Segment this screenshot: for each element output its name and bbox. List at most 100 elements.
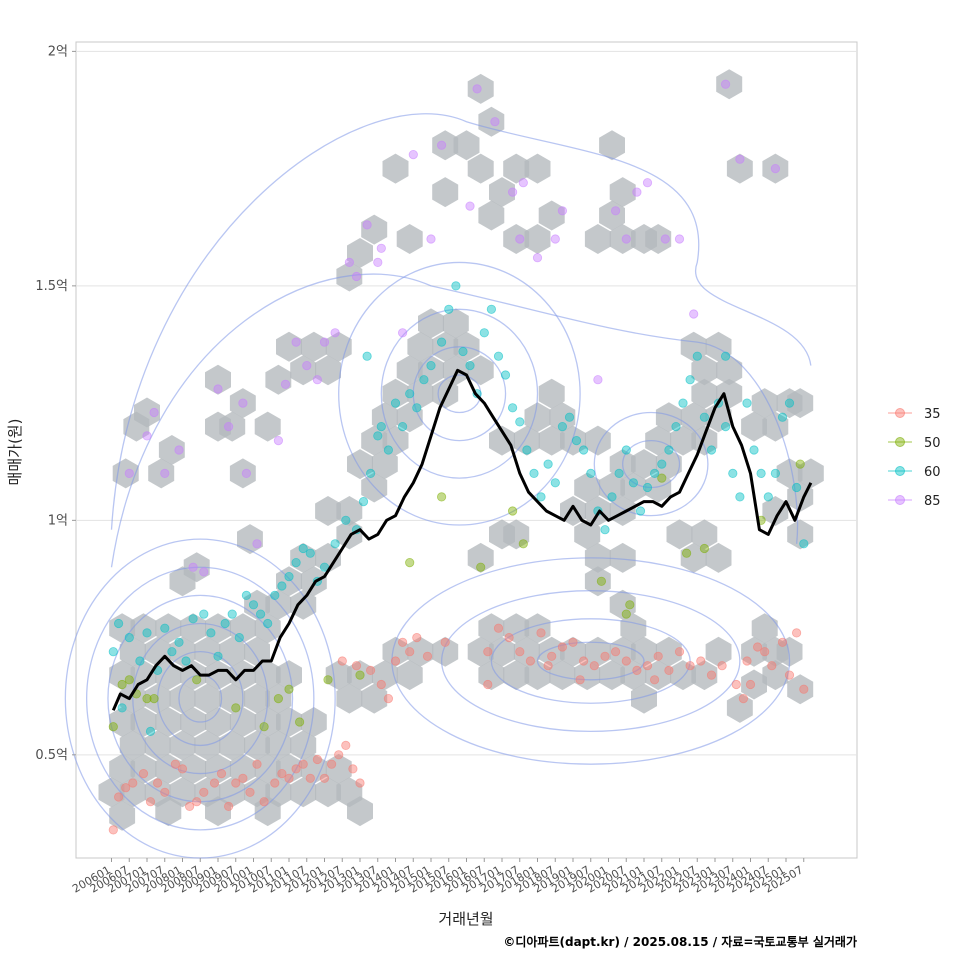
hex-bin bbox=[180, 613, 207, 644]
hex-bin bbox=[180, 707, 207, 737]
data-point-50 bbox=[142, 693, 152, 704]
hex-bin bbox=[205, 613, 231, 644]
hex-bin bbox=[130, 707, 157, 737]
hex-bin bbox=[467, 153, 494, 184]
hex-bin bbox=[645, 472, 672, 503]
data-point-60 bbox=[291, 557, 301, 568]
data-point-50 bbox=[323, 675, 333, 685]
gridlines bbox=[76, 50, 857, 756]
hex-bin bbox=[691, 378, 718, 409]
data-point-35 bbox=[238, 773, 248, 783]
data-point-35 bbox=[621, 656, 631, 666]
data-point-60 bbox=[500, 370, 511, 380]
data-point-60 bbox=[685, 375, 695, 385]
data-point-35 bbox=[575, 675, 585, 685]
hex-bin bbox=[290, 777, 317, 808]
data-point-35 bbox=[784, 670, 795, 680]
density-contour bbox=[156, 651, 244, 747]
data-point-35 bbox=[341, 740, 351, 751]
hex-bin bbox=[609, 177, 636, 208]
hex-bin bbox=[290, 589, 317, 620]
data-point-50 bbox=[699, 543, 710, 554]
data-point-35 bbox=[365, 665, 376, 676]
hex-bin bbox=[119, 730, 146, 761]
hex-bin bbox=[432, 177, 459, 208]
legend-item-35: 35 bbox=[888, 407, 941, 422]
data-point-60 bbox=[145, 726, 156, 737]
data-point-85 bbox=[507, 187, 518, 197]
data-point-85 bbox=[550, 234, 560, 244]
density-contour bbox=[536, 641, 645, 681]
data-point-85 bbox=[770, 164, 781, 174]
hex-bin bbox=[584, 425, 611, 456]
data-point-60 bbox=[642, 482, 653, 493]
data-point-60 bbox=[444, 304, 454, 314]
data-point-60 bbox=[373, 431, 383, 441]
density-contour bbox=[338, 261, 581, 526]
hex-bin bbox=[666, 519, 693, 550]
data-point-35 bbox=[696, 656, 706, 666]
hex-bin bbox=[645, 224, 672, 254]
hex-bin bbox=[276, 566, 302, 597]
data-point-85 bbox=[436, 140, 447, 150]
data-point-60 bbox=[227, 609, 237, 619]
data-point-85 bbox=[518, 178, 528, 188]
data-point-85 bbox=[472, 84, 482, 94]
data-point-35 bbox=[337, 656, 347, 666]
data-point-35 bbox=[653, 651, 663, 661]
hex-bin bbox=[382, 378, 409, 409]
hex-bin bbox=[478, 613, 505, 644]
data-point-35 bbox=[397, 637, 408, 647]
hex-bin bbox=[726, 692, 753, 723]
data-point-35 bbox=[504, 632, 514, 643]
data-point-60 bbox=[550, 478, 560, 488]
hex-bin bbox=[691, 660, 718, 691]
hex-bin bbox=[631, 683, 657, 714]
y-tick-label: 0.5억 bbox=[35, 748, 68, 763]
hex-bin bbox=[478, 106, 505, 137]
density-contour bbox=[380, 308, 539, 479]
data-point-35 bbox=[291, 764, 301, 774]
data-point-85 bbox=[344, 257, 354, 267]
data-point-60 bbox=[571, 435, 582, 446]
data-point-35 bbox=[277, 768, 287, 779]
hex-bin bbox=[584, 566, 611, 597]
data-point-35 bbox=[138, 768, 149, 779]
hex-bin bbox=[467, 73, 494, 104]
hex-bin bbox=[205, 660, 231, 691]
hex-bin bbox=[620, 472, 647, 503]
hex-bin bbox=[229, 458, 256, 489]
hex-bin bbox=[219, 411, 246, 442]
hex-bin bbox=[691, 425, 718, 456]
data-point-35 bbox=[114, 792, 124, 802]
data-point-35 bbox=[231, 778, 241, 788]
density-contour bbox=[490, 618, 691, 704]
data-point-60 bbox=[493, 351, 504, 361]
hex-bin bbox=[538, 425, 565, 456]
data-point-60 bbox=[749, 445, 759, 455]
hex-bin bbox=[584, 636, 611, 667]
hex-bin bbox=[680, 542, 707, 573]
data-point-85 bbox=[376, 243, 386, 253]
hex-bin bbox=[489, 425, 515, 456]
hex-bin bbox=[584, 224, 611, 254]
y-tick-label: 1억 bbox=[48, 513, 68, 528]
data-point-60 bbox=[412, 403, 422, 413]
hex-bin bbox=[407, 331, 434, 362]
data-point-60 bbox=[135, 656, 145, 666]
data-point-50 bbox=[149, 693, 159, 704]
data-point-35 bbox=[259, 797, 269, 807]
data-point-60 bbox=[270, 590, 280, 601]
data-point-35 bbox=[390, 656, 401, 666]
hex-bin bbox=[762, 660, 789, 691]
hex-bin bbox=[574, 472, 601, 503]
data-point-85 bbox=[351, 271, 362, 282]
data-point-85 bbox=[291, 337, 301, 347]
hex-bin bbox=[276, 660, 302, 691]
data-point-60 bbox=[742, 398, 752, 408]
data-point-60 bbox=[756, 468, 766, 478]
hex-bin bbox=[716, 378, 743, 409]
data-point-35 bbox=[547, 651, 557, 661]
data-point-60 bbox=[728, 468, 738, 478]
data-point-35 bbox=[642, 661, 653, 671]
